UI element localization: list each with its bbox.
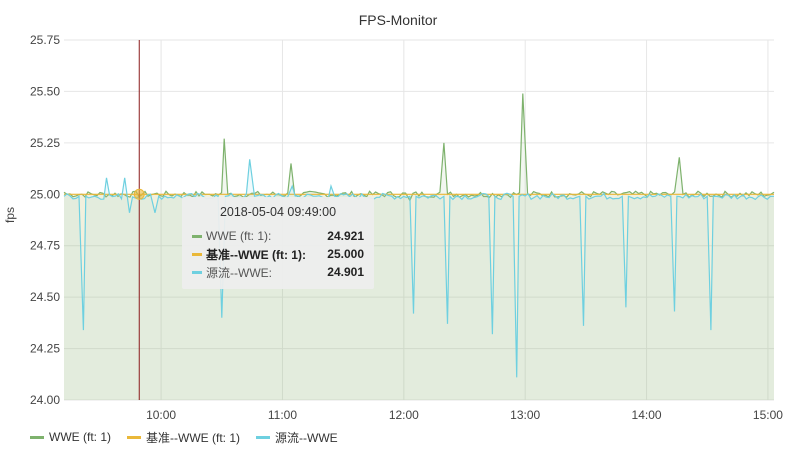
legend-swatch [127, 435, 141, 439]
hover-tooltip: 2018-05-04 09:49:00 WWE (ft: 1): 24.921 基准… [182, 197, 374, 289]
x-tick-label: 12:00 [389, 408, 419, 422]
legend-swatch [256, 435, 270, 439]
x-tick-label: 15:00 [753, 408, 783, 422]
y-tick-label: 24.25 [30, 342, 60, 356]
tooltip-swatch [192, 270, 202, 274]
hover-cursor [133, 40, 145, 400]
legend-item[interactable]: 基准--WWE (ft: 1) [127, 429, 240, 446]
tooltip-value: 25.000 [327, 247, 364, 261]
tooltip-value: 24.901 [327, 265, 364, 279]
tooltip-series-name: 基准--WWE (ft: 1): [206, 247, 306, 262]
legend-item[interactable]: WWE (ft: 1) [30, 430, 111, 444]
legend-label: 基准--WWE (ft: 1) [146, 430, 240, 445]
tooltip-series-name: WWE (ft: 1): [206, 229, 272, 243]
y-tick-label: 25.00 [30, 187, 60, 201]
x-tick-label: 10:00 [146, 408, 176, 422]
cursor-point [133, 188, 145, 200]
legend-label: 源流--WWE [275, 430, 338, 445]
x-tick-label: 11:00 [268, 408, 297, 422]
x-tick-label: 14:00 [632, 408, 662, 422]
tooltip-time: 2018-05-04 09:49:00 [219, 205, 337, 219]
series-line-2 [63, 159, 775, 378]
y-axis-ticks: 24.00 24.25 24.50 24.75 25.00 25.25 25.50 25.75 [30, 33, 60, 407]
y-tick-label: 24.00 [30, 393, 60, 407]
series-lines [63, 93, 775, 400]
y-axis-label: fps [3, 207, 17, 223]
tooltip-swatch [192, 234, 202, 238]
legend: WWE (ft: 1) 基准--WWE (ft: 1) 源流--WWE [30, 428, 338, 446]
tooltip-swatch [192, 252, 202, 256]
y-tick-label: 25.50 [30, 84, 60, 98]
tooltip-rows: WWE (ft: 1): 24.921 基准--WWE (ft: 1): 25.000… [192, 227, 364, 281]
legend-swatch [30, 435, 44, 439]
x-tick-label: 13:00 [510, 408, 540, 422]
series-line-0 [63, 93, 775, 202]
y-tick-label: 25.75 [30, 33, 60, 47]
legend-label: WWE (ft: 1) [49, 430, 111, 444]
legend-item[interactable]: 源流--WWE [256, 429, 338, 446]
tooltip-row: WWE (ft: 1): 24.921 [192, 227, 364, 245]
tooltip-row: 基准--WWE (ft: 1): 25.000 [192, 245, 364, 263]
chart-title: FPS-Monitor [359, 12, 438, 28]
tooltip-value: 24.921 [327, 229, 364, 243]
tooltip-series-name: 源流--WWE: [206, 265, 272, 280]
y-tick-label: 25.25 [30, 136, 60, 150]
tooltip-row: 源流--WWE: 24.901 [192, 263, 364, 281]
y-tick-label: 24.50 [30, 290, 60, 304]
series-area-0 [64, 93, 774, 400]
y-tick-label: 24.75 [30, 239, 60, 253]
x-axis-ticks: 10:00 11:00 12:00 13:00 14:00 15:00 [146, 408, 783, 422]
